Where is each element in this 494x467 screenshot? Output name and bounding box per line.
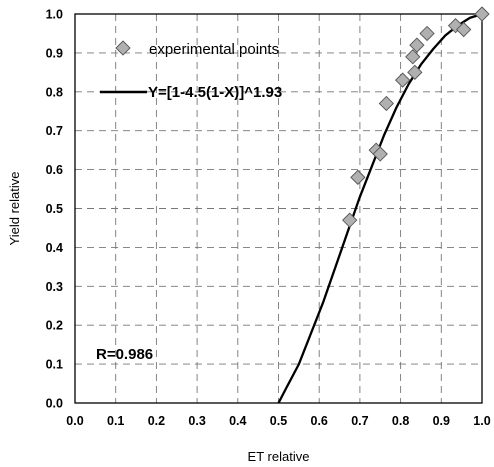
x-tick-label: 0.8 bbox=[392, 414, 409, 428]
x-tick-label: 0.7 bbox=[351, 414, 368, 428]
annotation-r: R=0.986 bbox=[96, 346, 153, 363]
y-tick-label: 0.8 bbox=[46, 85, 63, 99]
y-tick-label: 0.6 bbox=[46, 163, 63, 177]
data-point-diamond bbox=[405, 49, 421, 65]
x-tick-label: 0.2 bbox=[148, 414, 165, 428]
y-axis-title: Yield relative bbox=[7, 172, 22, 246]
data-point-diamond bbox=[409, 37, 425, 53]
data-point-diamond bbox=[372, 146, 388, 162]
x-tick-label: 0.4 bbox=[229, 414, 246, 428]
data-point-diamond bbox=[407, 64, 423, 80]
y-tick-label: 0.0 bbox=[46, 397, 63, 411]
data-point-diamond bbox=[342, 212, 358, 228]
x-axis-title: ET relative bbox=[248, 449, 310, 464]
data-point-diamond bbox=[419, 25, 435, 42]
tick-labels: 0.0 0.1 0.2 0.3 0.4 0.5 0.6 0.7 0.8 0.9 1.0 0.0 0.1 0… bbox=[46, 8, 491, 429]
y-tick-label: 0.9 bbox=[46, 46, 63, 60]
y-tick-label: 0.1 bbox=[46, 358, 63, 372]
legend-diamond-icon bbox=[115, 40, 131, 56]
x-tick-label: 0.3 bbox=[188, 414, 205, 428]
y-tick-label: 0.4 bbox=[46, 241, 63, 255]
x-tick-label: 1.0 bbox=[473, 414, 490, 428]
data-point-diamond bbox=[378, 95, 394, 112]
legend-label-points: experimental points bbox=[149, 41, 279, 58]
y-tick-label: 0.5 bbox=[46, 202, 63, 216]
y-tick-label: 0.7 bbox=[46, 124, 63, 138]
series-layer bbox=[277, 6, 490, 404]
x-tick-label: 0.9 bbox=[433, 414, 450, 428]
x-tick-label: 0.1 bbox=[107, 414, 124, 428]
x-tick-label: 0.0 bbox=[66, 414, 83, 428]
legend-marker-diamond bbox=[115, 40, 131, 56]
data-point-diamond bbox=[350, 169, 366, 186]
legend-label-curve: Y=[1-4.5(1-X)]^1.93 bbox=[148, 84, 282, 101]
legend: experimental points Y=[1-4.5(1-X)]^1.93 bbox=[100, 40, 282, 101]
data-point-diamond bbox=[474, 6, 490, 22]
x-tick-label: 0.6 bbox=[311, 414, 328, 428]
x-tick-label: 0.5 bbox=[270, 414, 287, 428]
y-tick-label: 0.2 bbox=[46, 319, 63, 333]
y-tick-label: 0.3 bbox=[46, 280, 63, 294]
y-tick-label: 1.0 bbox=[46, 8, 63, 22]
data-point-diamond bbox=[456, 21, 472, 38]
data-point-diamond bbox=[394, 72, 411, 88]
